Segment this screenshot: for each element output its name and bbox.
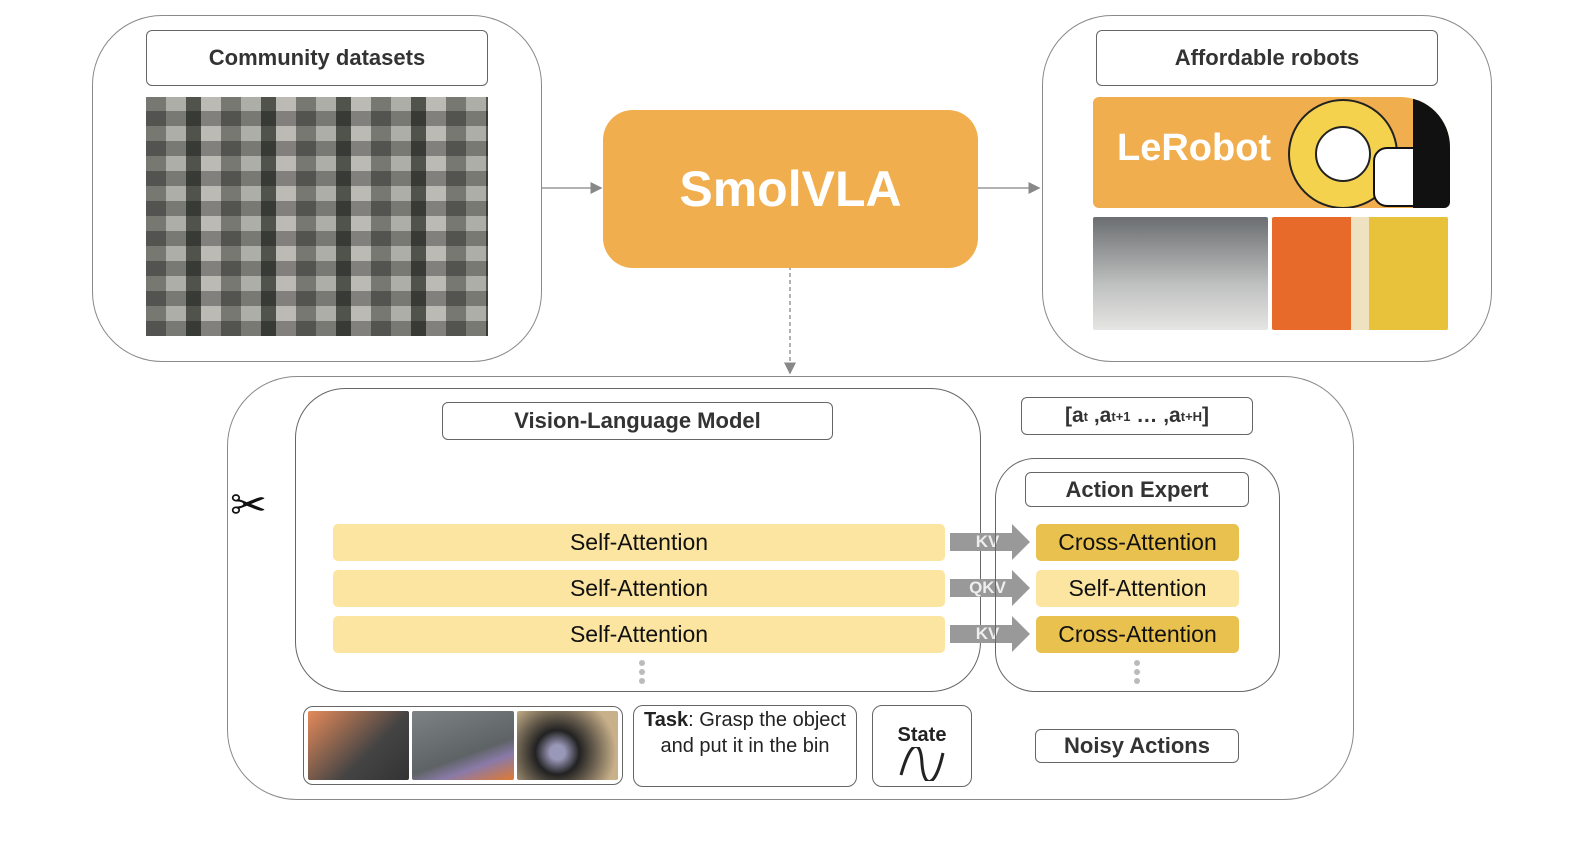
- action-expert-title: Action Expert: [1025, 472, 1249, 507]
- action-chunk-output: [a t , a t+1 … , a t+H]: [1021, 397, 1253, 435]
- camera-images: [303, 706, 623, 785]
- community-datasets-title: Community datasets: [146, 30, 488, 86]
- smolvla-box: SmolVLA: [603, 110, 978, 268]
- qkv-arrow: [950, 570, 1030, 606]
- kv-label: KV: [975, 532, 1000, 551]
- vlm-title: Vision-Language Model: [442, 402, 833, 440]
- task-instruction: Task: Grasp the object and put it in the…: [633, 705, 857, 787]
- camera-image: [308, 711, 410, 780]
- dataset-image-grid: [146, 97, 488, 336]
- kv-label: KV: [975, 624, 1000, 643]
- camera-image: [516, 711, 618, 780]
- more-layers-icon: [639, 660, 645, 684]
- lerobot-logo-text: LeRobot: [1117, 127, 1272, 169]
- more-layers-icon: [1134, 660, 1140, 684]
- koch-arms-photo: [1272, 217, 1448, 330]
- kv-arrow: [950, 616, 1030, 652]
- so100-arm-photo: [1093, 217, 1268, 330]
- vlm-layer: Self-Attention: [333, 616, 945, 653]
- kv-arrow: [950, 524, 1030, 560]
- action-expert-box: [995, 458, 1280, 692]
- vlm-layer: Self-Attention: [333, 570, 945, 607]
- noisy-actions-input: Noisy Actions: [1035, 729, 1239, 763]
- expert-layer: Cross-Attention: [1036, 616, 1239, 653]
- state-label: State: [897, 724, 947, 746]
- expert-layer: Self-Attention: [1036, 570, 1239, 607]
- connector-arrows: [950, 524, 1030, 652]
- affordable-robots-title: Affordable robots: [1096, 30, 1438, 86]
- expert-layer: Cross-Attention: [1036, 524, 1239, 561]
- camera-image: [412, 711, 514, 780]
- vlm-layer: Self-Attention: [333, 524, 945, 561]
- scissors-icon: ✂: [230, 481, 267, 530]
- lerobot-logo: LeRobot: [1093, 97, 1450, 208]
- state-input: State: [872, 705, 972, 787]
- qkv-label: QKV: [969, 578, 1006, 597]
- sine-wave-icon: [899, 744, 945, 784]
